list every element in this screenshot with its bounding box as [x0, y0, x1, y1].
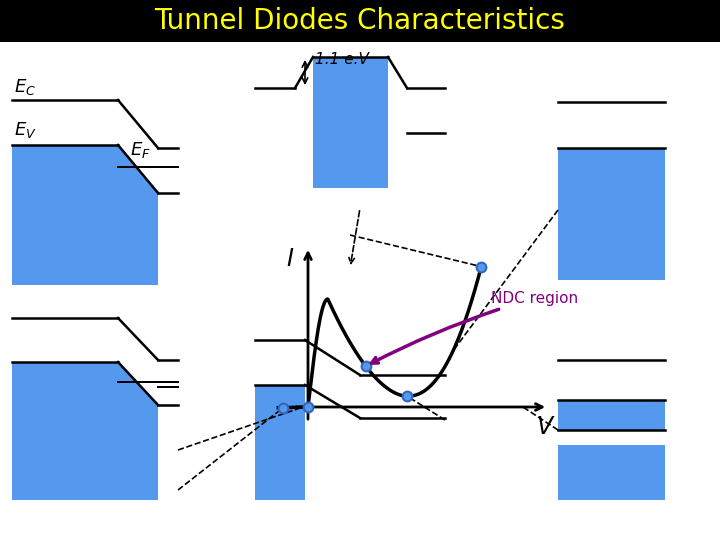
Polygon shape: [12, 145, 158, 285]
Text: $I$: $I$: [286, 247, 294, 271]
Text: NDC region: NDC region: [372, 291, 578, 363]
Text: $E_C$: $E_C$: [14, 77, 36, 97]
Polygon shape: [313, 57, 388, 188]
Bar: [0, 0, 720, 42]
Polygon shape: [12, 362, 158, 500]
Text: $E_V$: $E_V$: [14, 120, 37, 140]
Polygon shape: [558, 445, 665, 500]
Polygon shape: [255, 385, 305, 500]
Polygon shape: [558, 400, 665, 430]
Text: $E_F$: $E_F$: [130, 140, 150, 160]
Text: 1.1 e.V: 1.1 e.V: [315, 52, 369, 68]
Text: $V$: $V$: [536, 415, 556, 439]
Polygon shape: [558, 148, 665, 280]
Text: Tunnel Diodes Characteristics: Tunnel Diodes Characteristics: [155, 7, 565, 35]
